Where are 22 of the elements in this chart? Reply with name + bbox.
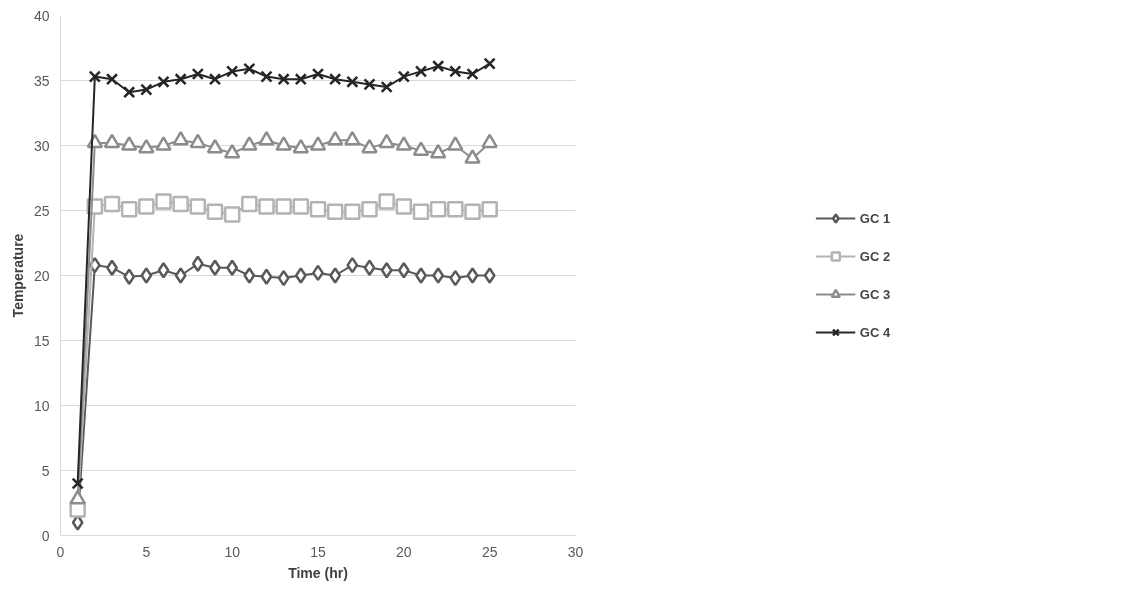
x-tick-label: 10 [224,543,241,560]
y-tick-label: 5 [41,462,50,479]
y-tick-label: 0 [41,527,50,544]
x-tick-label: 30 [567,543,584,560]
legend-label: GC 4 [859,324,891,340]
y-tick-label: 20 [33,267,50,284]
x-tick-label: 0 [56,543,65,560]
y-tick-label: 35 [33,72,50,89]
legend-label: GC 1 [859,210,891,226]
x-tick-label: 20 [396,543,412,560]
legend-label: GC 2 [859,248,891,264]
y-axis-title: Temperature [9,233,26,318]
y-tick-label: 10 [33,397,50,414]
y-tick-label: 30 [33,137,50,154]
x-tick-label: 15 [310,543,326,560]
x-axis-title: Time (hr) [288,564,348,581]
y-tick-label: 25 [33,202,50,219]
y-tick-label: 15 [33,332,50,349]
x-tick-label: 25 [481,543,498,560]
legend-label: GC 3 [859,286,891,302]
x-tick-label: 5 [142,543,151,560]
y-tick-label: 40 [33,7,50,24]
